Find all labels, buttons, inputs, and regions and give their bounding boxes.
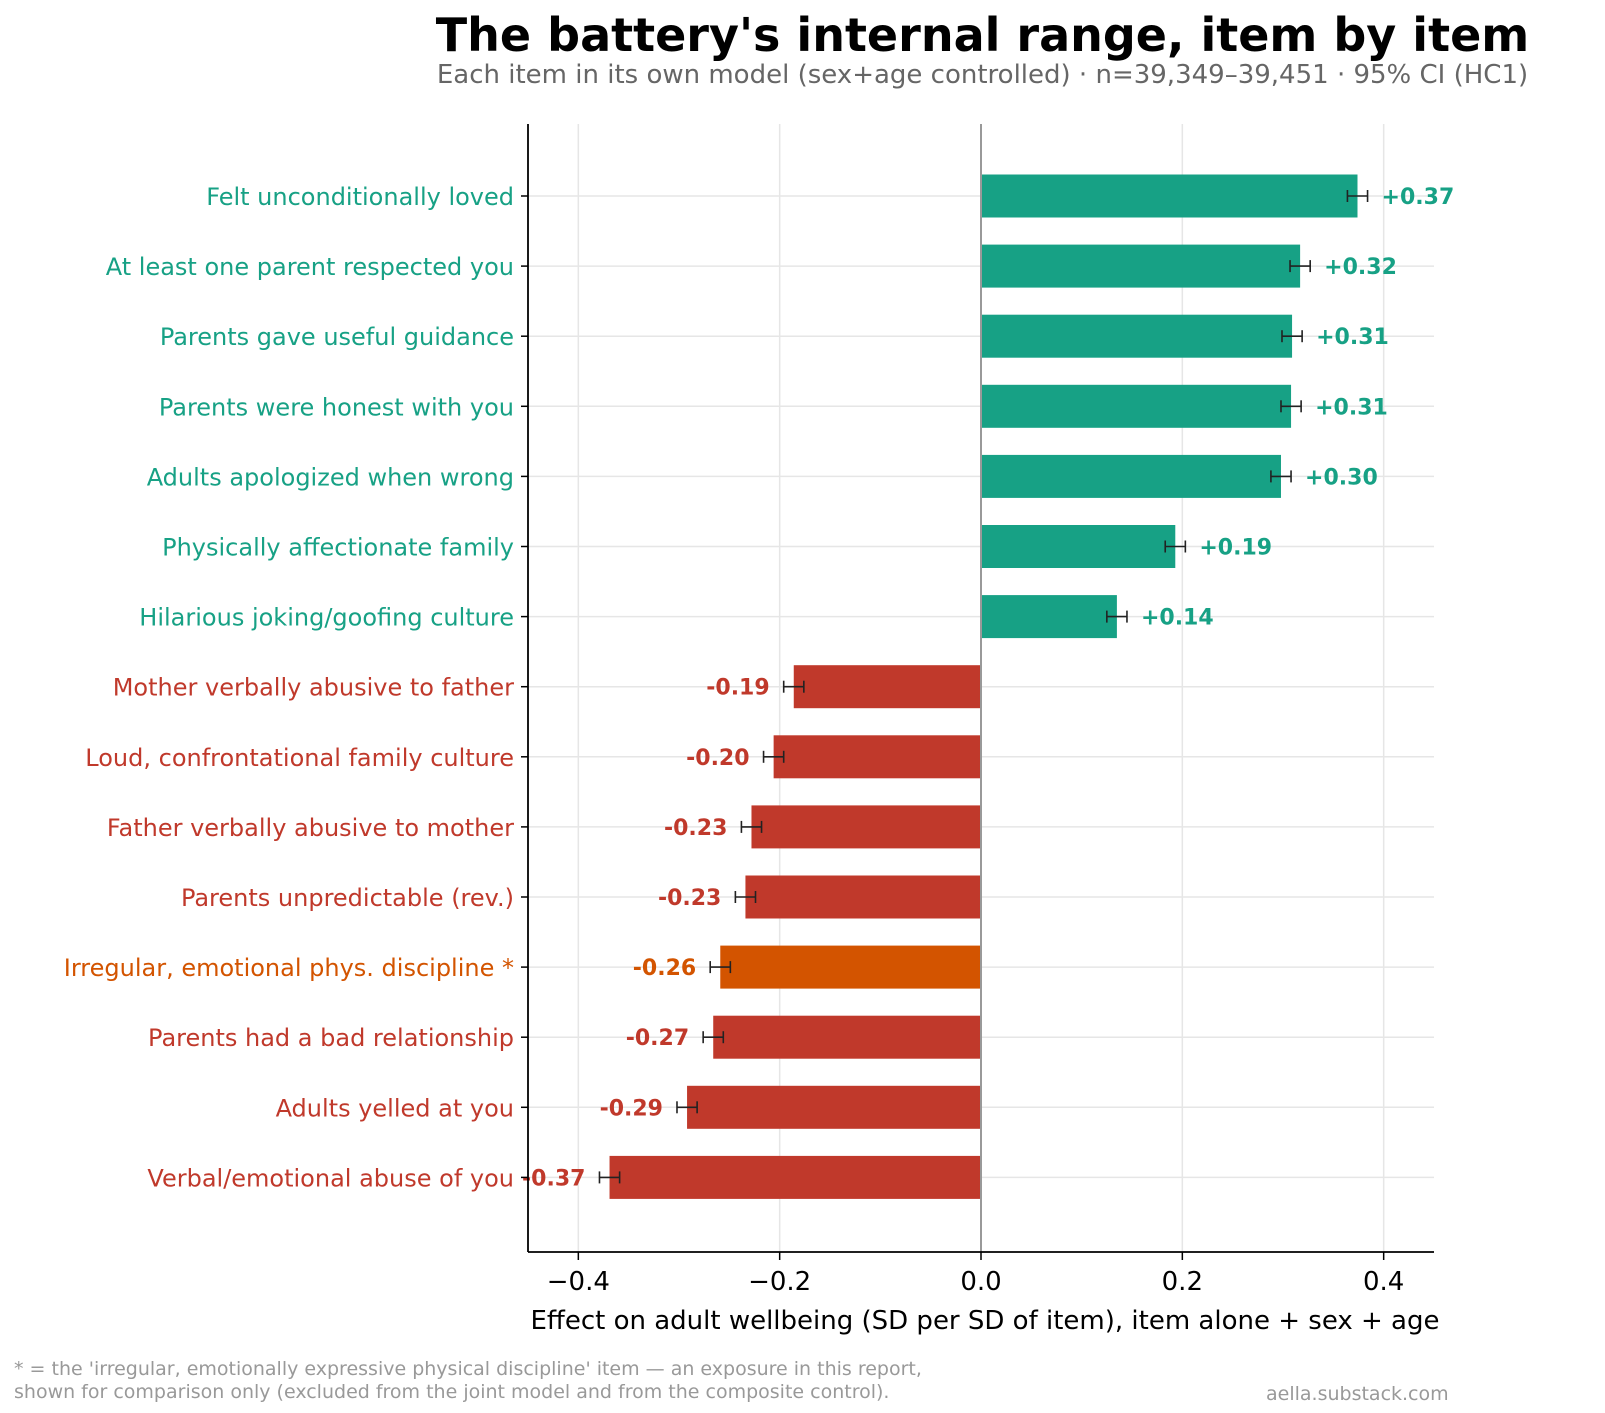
category-label: Adults apologized when wrong: [147, 463, 514, 491]
footnote: * = the 'irregular, emotionally expressi…: [14, 1358, 922, 1404]
category-label: Physically affectionate family: [162, 534, 514, 562]
value-label: -0.20: [686, 746, 749, 771]
value-label: +0.31: [1315, 395, 1388, 420]
value-labels: +0.37 Felt unconditionally loved +0.32 At l…: [64, 183, 1455, 1192]
bar: [981, 314, 1293, 358]
category-label: Parents had a bad relationship: [148, 1024, 514, 1052]
category-label: Felt unconditionally loved: [206, 183, 514, 211]
value-label: +0.32: [1324, 255, 1397, 280]
value-label: -0.29: [600, 1096, 663, 1121]
x-tick-label: −0.2: [748, 1267, 811, 1297]
chart-subtitle: Each item in its own model (sex+age cont…: [436, 60, 1529, 90]
category-label: Mother verbally abusive to father: [113, 674, 514, 702]
value-label: -0.19: [706, 676, 769, 701]
footnote-line-1: * = the 'irregular, emotionally expressi…: [14, 1358, 922, 1380]
bar: [793, 665, 981, 709]
bar: [720, 945, 981, 989]
bar: [981, 525, 1176, 568]
bar: [981, 595, 1117, 639]
bar: [687, 1085, 981, 1129]
category-label: Parents unpredictable (rev.): [181, 884, 514, 912]
bars: [609, 174, 1358, 1199]
value-label: +0.30: [1305, 465, 1378, 490]
value-label: -0.26: [633, 956, 696, 981]
footnote-line-2: shown for comparison only (excluded from…: [14, 1381, 890, 1403]
category-label: Parents were honest with you: [159, 393, 514, 421]
value-label: -0.27: [626, 1026, 689, 1051]
x-tick-label: 0.4: [1363, 1267, 1404, 1297]
category-label: Adults yelled at you: [276, 1094, 514, 1122]
chart-title: The battery's internal range, item by it…: [435, 8, 1530, 62]
value-label: -0.37: [522, 1166, 585, 1191]
category-label: At least one parent respected you: [106, 253, 514, 281]
category-label: Irregular, emotional phys. discipline *: [64, 954, 514, 982]
bar: [713, 1015, 981, 1059]
error-bars: [598, 190, 1369, 1184]
credit: aella.substack.com: [1266, 1383, 1449, 1405]
bar: [751, 805, 981, 849]
bar: [981, 454, 1281, 498]
value-label: +0.19: [1199, 536, 1272, 561]
category-label: Loud, confrontational family culture: [85, 744, 514, 772]
category-label: Hilarious joking/goofing culture: [139, 604, 514, 632]
bar: [981, 174, 1358, 218]
bar: [745, 875, 981, 919]
bar: [773, 735, 981, 779]
value-label: -0.23: [658, 886, 721, 911]
value-label: -0.23: [664, 816, 727, 841]
x-axis-label: Effect on adult wellbeing (SD per SD of …: [530, 1306, 1439, 1336]
bar: [609, 1155, 981, 1199]
x-tick-label: 0.0: [960, 1267, 1001, 1297]
x-tick-label: −0.4: [547, 1267, 610, 1297]
bar: [981, 244, 1301, 288]
value-label: +0.37: [1382, 185, 1455, 210]
bar: [981, 384, 1292, 428]
value-label: +0.14: [1141, 606, 1214, 631]
value-label: +0.31: [1316, 325, 1389, 350]
axes: −0.4 −0.2 0.0 0.2 0.4: [521, 124, 1434, 1297]
category-label: Parents gave useful guidance: [160, 323, 514, 351]
category-label: Verbal/emotional abuse of you: [147, 1164, 514, 1192]
category-label: Father verbally abusive to mother: [107, 814, 514, 842]
x-tick-label: 0.2: [1162, 1267, 1203, 1297]
